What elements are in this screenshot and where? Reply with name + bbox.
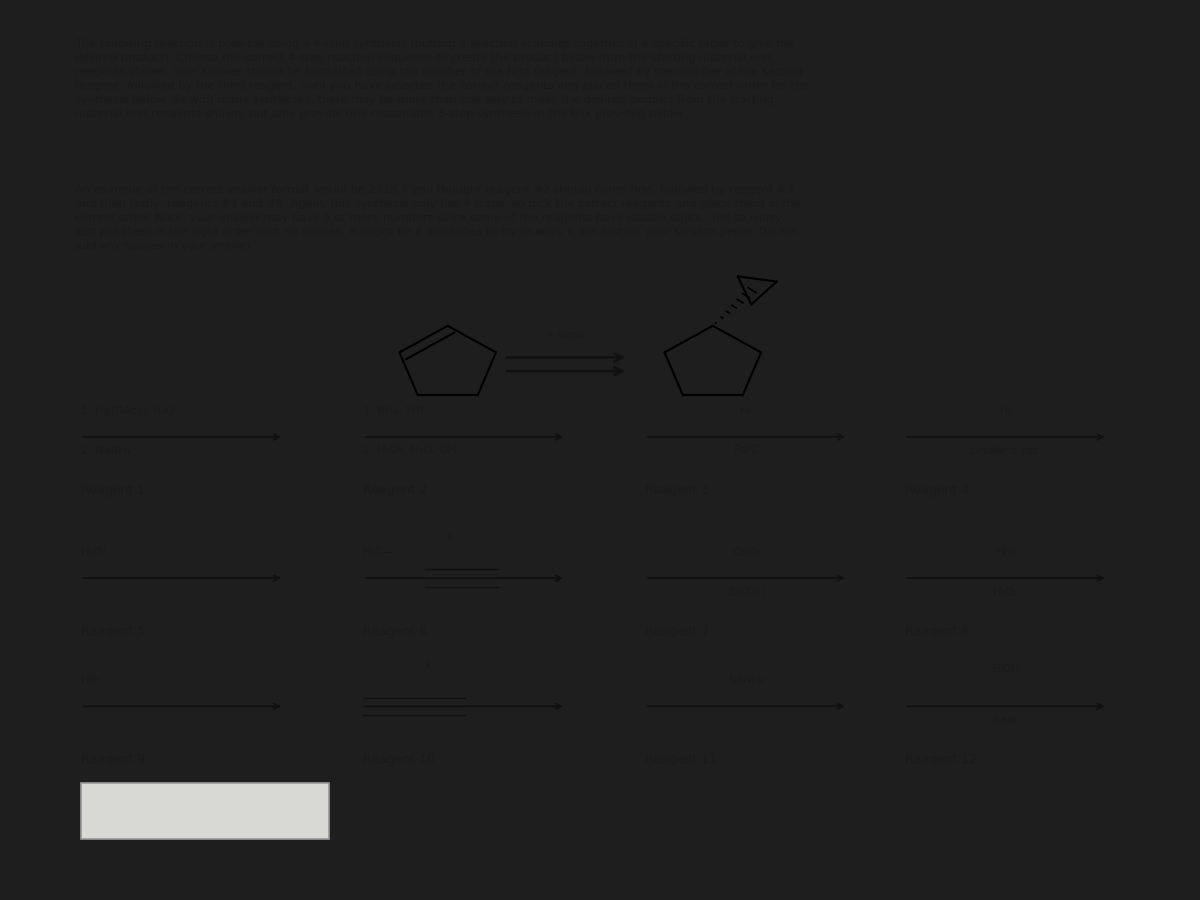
Text: NaNH₂: NaNH₂ — [728, 675, 764, 685]
Text: 1. Hg(OAc)₂, H₂O: 1. Hg(OAc)₂, H₂O — [82, 406, 175, 416]
Text: 1. BH₃, THF: 1. BH₃, THF — [364, 406, 426, 416]
Text: The following reaction is possible using a 4-step synthesis (putting 4 reaction : The following reaction is possible using… — [76, 40, 810, 120]
Text: EtOH: EtOH — [992, 664, 1020, 674]
Text: H₃O⁺: H₃O⁺ — [82, 546, 109, 556]
Text: Reagent 5: Reagent 5 — [82, 625, 145, 638]
Text: θ: θ — [425, 662, 430, 670]
Text: HBr: HBr — [82, 675, 102, 685]
Text: Reagent 12: Reagent 12 — [905, 753, 977, 766]
Text: Reagent 1: Reagent 1 — [82, 484, 145, 497]
Text: Reagent 4: Reagent 4 — [905, 484, 968, 497]
Text: H₂: H₂ — [740, 406, 754, 416]
Text: Reagent 3: Reagent 3 — [646, 484, 709, 497]
Text: Reagent 6: Reagent 6 — [364, 625, 427, 638]
Text: heat: heat — [994, 715, 1019, 724]
Text: Reagent 10: Reagent 10 — [364, 753, 436, 766]
Text: Reagent 7: Reagent 7 — [646, 625, 709, 638]
Text: Reagent 11: Reagent 11 — [646, 753, 718, 766]
Text: H₂O₂: H₂O₂ — [994, 587, 1019, 597]
Bar — [82, 783, 329, 839]
Text: Zn(Cu): Zn(Cu) — [727, 587, 766, 597]
Text: H₂: H₂ — [1000, 406, 1013, 416]
Text: 2. H₂O₂, H₂O, OH⁻: 2. H₂O₂, H₂O, OH⁻ — [364, 446, 462, 455]
Text: θ: θ — [448, 533, 452, 542]
Text: 2. NaBH₄: 2. NaBH₄ — [82, 446, 131, 455]
Text: Lindlar's cat.: Lindlar's cat. — [971, 446, 1042, 455]
Text: Reagent 9: Reagent 9 — [82, 753, 145, 766]
Text: Reagent 2: Reagent 2 — [364, 484, 427, 497]
Text: 4 steps: 4 steps — [547, 330, 586, 340]
Text: H₂C—: H₂C— — [364, 546, 395, 556]
Text: Pd/C: Pd/C — [734, 446, 760, 455]
Text: An example of the correct answer format would be 2318 if you thought reagent #2 : An example of the correct answer format … — [76, 184, 802, 251]
Text: HBr: HBr — [996, 546, 1016, 556]
Text: CH₂I₂: CH₂I₂ — [732, 546, 761, 556]
Text: Reagent 8: Reagent 8 — [905, 625, 968, 638]
